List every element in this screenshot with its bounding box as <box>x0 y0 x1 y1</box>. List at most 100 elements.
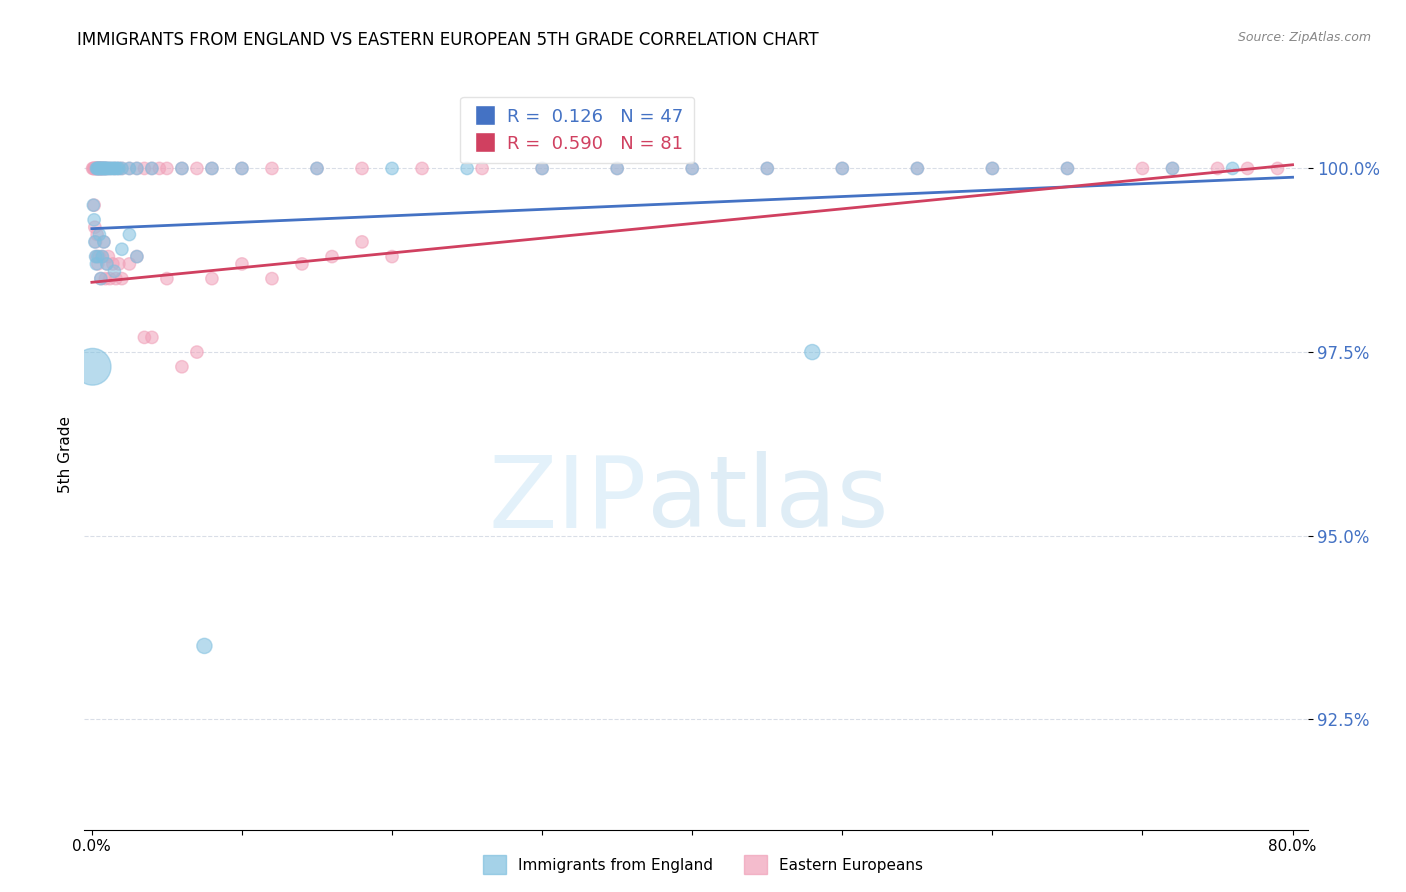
Point <box>96 161 118 176</box>
Point <box>90 271 112 285</box>
Point <box>104 271 127 285</box>
Point <box>1236 161 1258 176</box>
Point <box>231 257 253 271</box>
Point <box>981 161 1004 176</box>
Text: atlas: atlas <box>647 451 889 549</box>
Point <box>82 198 104 212</box>
Point <box>98 271 121 285</box>
Point <box>104 161 127 176</box>
Point <box>411 161 433 176</box>
Point <box>98 161 121 176</box>
Point <box>94 161 117 176</box>
Point <box>83 235 105 249</box>
Point <box>101 257 124 271</box>
Point <box>89 161 111 176</box>
Point <box>125 250 148 264</box>
Point <box>141 161 163 176</box>
Point <box>141 330 163 344</box>
Point <box>1056 161 1078 176</box>
Point <box>305 161 328 176</box>
Point <box>82 161 104 176</box>
Point <box>531 161 554 176</box>
Point <box>97 250 120 264</box>
Point <box>193 639 215 653</box>
Point <box>831 161 853 176</box>
Point <box>90 161 112 176</box>
Point <box>83 161 105 176</box>
Point <box>471 161 494 176</box>
Point <box>111 242 134 256</box>
Point <box>125 161 148 176</box>
Legend: Immigrants from England, Eastern Europeans: Immigrants from England, Eastern Europea… <box>477 849 929 880</box>
Point <box>100 161 122 176</box>
Point <box>87 161 110 176</box>
Point <box>96 161 118 176</box>
Point <box>86 257 108 271</box>
Point <box>1161 161 1184 176</box>
Point <box>291 257 314 271</box>
Point <box>105 161 128 176</box>
Point <box>96 257 118 271</box>
Point <box>94 161 117 176</box>
Point <box>91 161 114 176</box>
Point <box>90 271 112 285</box>
Point <box>87 161 110 176</box>
Point <box>186 345 208 359</box>
Y-axis label: 5th Grade: 5th Grade <box>58 417 73 493</box>
Point <box>82 161 104 176</box>
Point <box>83 212 105 227</box>
Point <box>83 161 105 176</box>
Point <box>606 161 628 176</box>
Point <box>1206 161 1229 176</box>
Point <box>101 161 124 176</box>
Point <box>93 161 115 176</box>
Point <box>97 161 120 176</box>
Point <box>103 161 125 176</box>
Point <box>905 161 928 176</box>
Point <box>91 250 114 264</box>
Point <box>90 161 112 176</box>
Point <box>201 271 224 285</box>
Point <box>321 250 343 264</box>
Point <box>96 257 118 271</box>
Text: IMMIGRANTS FROM ENGLAND VS EASTERN EUROPEAN 5TH GRADE CORRELATION CHART: IMMIGRANTS FROM ENGLAND VS EASTERN EUROP… <box>77 31 818 49</box>
Point <box>87 257 110 271</box>
Point <box>84 250 107 264</box>
Point <box>91 161 114 176</box>
Point <box>456 161 478 176</box>
Point <box>86 250 108 264</box>
Point <box>84 235 107 249</box>
Point <box>156 161 179 176</box>
Point <box>305 161 328 176</box>
Point <box>1222 161 1244 176</box>
Point <box>82 359 104 374</box>
Point <box>108 161 131 176</box>
Point <box>170 161 193 176</box>
Point <box>98 161 121 176</box>
Point <box>93 161 115 176</box>
Point <box>134 161 156 176</box>
Point <box>350 235 373 249</box>
Point <box>201 161 224 176</box>
Point <box>86 161 108 176</box>
Point <box>681 161 703 176</box>
Point <box>111 161 134 176</box>
Text: Source: ZipAtlas.com: Source: ZipAtlas.com <box>1237 31 1371 45</box>
Point <box>108 161 131 176</box>
Point <box>89 250 111 264</box>
Point <box>118 227 141 242</box>
Point <box>89 161 111 176</box>
Point <box>156 271 179 285</box>
Point <box>606 161 628 176</box>
Point <box>91 161 114 176</box>
Point <box>170 359 193 374</box>
Point <box>801 345 824 359</box>
Point <box>381 250 404 264</box>
Point <box>84 161 107 176</box>
Point <box>118 257 141 271</box>
Point <box>91 250 114 264</box>
Point <box>134 330 156 344</box>
Point <box>381 161 404 176</box>
Point <box>93 235 115 249</box>
Point <box>756 161 779 176</box>
